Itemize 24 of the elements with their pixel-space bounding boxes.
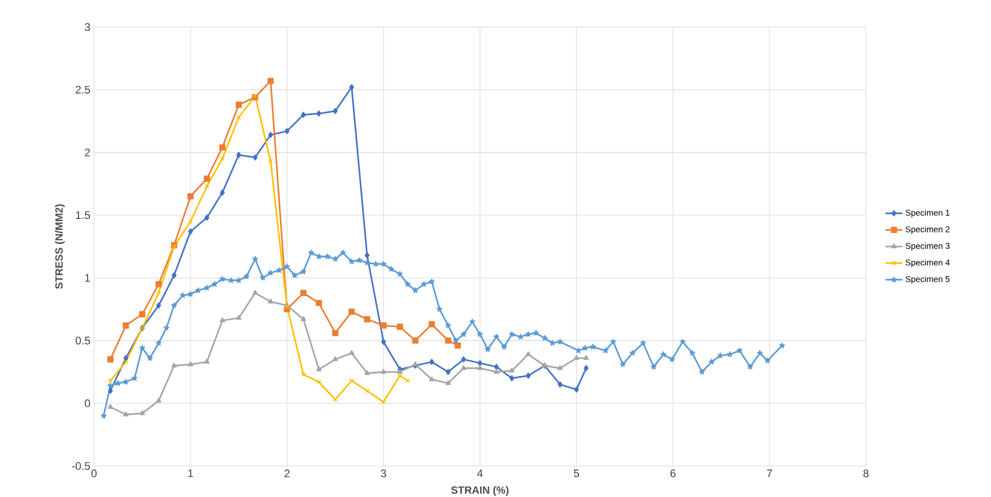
- y-tick-label: 2.5: [76, 86, 90, 94]
- x-tick-label: 3: [380, 470, 386, 478]
- y-axis-title: STRESS (N/MM2): [55, 204, 65, 289]
- legend-label: Specimen 4: [906, 259, 950, 268]
- legend-label: Specimen 2: [906, 226, 950, 234]
- x-tick-label: 0: [91, 470, 97, 478]
- x-tick-label: 6: [670, 470, 676, 478]
- y-tick-label: 0: [84, 399, 90, 408]
- x-tick-label: 1: [188, 470, 194, 478]
- y-tick-label: 3: [84, 23, 90, 31]
- legend-label: Specimen 3: [906, 242, 950, 251]
- y-tick-label: 1: [85, 274, 90, 282]
- x-tick-label: 5: [574, 470, 580, 478]
- y-tick-label: -0.5: [72, 462, 90, 470]
- y-tick-label: 1.5: [76, 211, 90, 219]
- y-tick-label: 0.5: [76, 336, 90, 344]
- legend-label: Specimen 1: [906, 209, 950, 218]
- y-tick-label: 2: [84, 148, 90, 156]
- x-axis-title: STRAIN (%): [451, 486, 509, 496]
- x-tick-label: 7: [767, 470, 772, 478]
- x-tick-label: 2: [284, 470, 290, 478]
- legend-label: Specimen 5: [906, 276, 950, 284]
- x-tick-label: 8: [863, 470, 869, 478]
- x-tick-label: 4: [477, 470, 483, 478]
